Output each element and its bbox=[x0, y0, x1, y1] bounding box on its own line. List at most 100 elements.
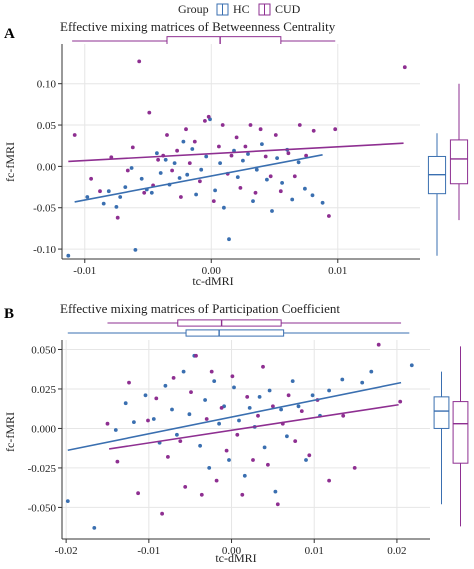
point-hc bbox=[199, 167, 204, 172]
point-cud bbox=[115, 215, 120, 220]
point-cud bbox=[89, 176, 93, 181]
point-cud bbox=[376, 342, 381, 347]
panel-b-y-ticks: -0.050 -0.025 0.000 0.025 0.050 bbox=[28, 344, 62, 514]
point-hc bbox=[123, 401, 128, 406]
point-cud bbox=[179, 195, 183, 199]
point-cud bbox=[194, 353, 198, 358]
point-hc bbox=[151, 417, 156, 421]
point-cud bbox=[304, 153, 308, 158]
x-tick-label: 0.00 bbox=[222, 545, 242, 557]
point-hc bbox=[212, 379, 217, 383]
point-cud bbox=[311, 128, 316, 133]
point-cud bbox=[278, 189, 283, 194]
x-tick-label: 0.00 bbox=[202, 265, 222, 277]
point-cud bbox=[248, 123, 253, 127]
x-tick-label: -0.02 bbox=[55, 545, 78, 557]
point-hc bbox=[118, 195, 123, 199]
point-cud bbox=[203, 119, 207, 123]
point-hc bbox=[222, 205, 226, 210]
x-tick-label: -0.01 bbox=[137, 545, 160, 557]
point-hc bbox=[279, 407, 283, 412]
point-hc bbox=[155, 151, 159, 156]
point-cud bbox=[230, 374, 235, 379]
x-tick-label: 0.02 bbox=[387, 545, 406, 557]
point-hc bbox=[187, 412, 192, 417]
point-cud bbox=[402, 65, 407, 70]
point-hc bbox=[177, 176, 182, 180]
y-tick-label: 0.050 bbox=[31, 344, 56, 356]
y-tick-label: 0.05 bbox=[37, 120, 57, 132]
point-hc bbox=[181, 139, 186, 144]
point-hc bbox=[207, 466, 212, 470]
panel-a: A Effective mixing matrices of Betweenne… bbox=[3, 19, 469, 288]
panel-a-y-label: fc-fMRI bbox=[3, 142, 17, 182]
point-cud bbox=[130, 145, 135, 150]
point-hc bbox=[280, 181, 284, 185]
point-cud bbox=[238, 186, 243, 190]
point-cud bbox=[154, 396, 159, 401]
point-hc bbox=[267, 388, 272, 393]
y-tick-label: -0.10 bbox=[33, 244, 56, 256]
point-cud bbox=[146, 418, 150, 423]
point-hc bbox=[158, 171, 163, 175]
point-cud bbox=[398, 399, 403, 404]
point-hc bbox=[218, 161, 223, 166]
point-hc bbox=[262, 445, 267, 450]
point-hc bbox=[194, 192, 199, 197]
point-cud bbox=[341, 413, 346, 418]
point-cud bbox=[261, 364, 265, 369]
point-cud bbox=[127, 380, 131, 385]
point-cud bbox=[72, 133, 77, 137]
point-cud bbox=[136, 491, 141, 496]
point-cud bbox=[217, 144, 221, 149]
point-cud bbox=[187, 161, 192, 166]
trend-line-cud bbox=[68, 142, 404, 163]
point-hc bbox=[235, 175, 240, 180]
point-cud bbox=[327, 478, 331, 483]
point-cud bbox=[286, 151, 291, 156]
point-cud bbox=[219, 406, 224, 410]
point-hc bbox=[85, 195, 90, 199]
point-hc bbox=[203, 398, 208, 402]
point-hc bbox=[310, 193, 315, 198]
point-cud bbox=[258, 127, 263, 132]
trend-line-cud bbox=[109, 403, 399, 450]
point-cud bbox=[220, 123, 225, 127]
point-cud bbox=[286, 393, 291, 398]
point-hc bbox=[290, 197, 295, 202]
x-tick-label: 0.01 bbox=[305, 545, 324, 557]
point-cud bbox=[189, 390, 193, 394]
point-cud bbox=[266, 462, 270, 467]
x-tick-label: 0.01 bbox=[328, 265, 347, 277]
point-cud bbox=[199, 492, 204, 497]
panel-b-plot-area bbox=[61, 340, 430, 540]
legend-label-hc: HC bbox=[233, 2, 250, 16]
point-hc bbox=[190, 147, 195, 151]
point-hc bbox=[369, 369, 374, 374]
point-cud bbox=[245, 395, 250, 399]
legend-label-cud: CUD bbox=[275, 2, 301, 16]
point-cud bbox=[256, 413, 260, 418]
point-cud bbox=[327, 214, 331, 218]
point-hc bbox=[217, 421, 222, 426]
point-cud bbox=[142, 190, 147, 195]
panel-a-x-ticks: -0.01 0.00 0.01 bbox=[73, 259, 347, 277]
point-cud bbox=[137, 59, 142, 64]
point-hc bbox=[172, 161, 177, 166]
point-hc bbox=[227, 237, 231, 242]
point-cud bbox=[214, 478, 219, 483]
point-cud bbox=[299, 409, 304, 413]
y-tick-label: 0.000 bbox=[31, 423, 56, 435]
point-hc bbox=[251, 199, 255, 204]
point-cud bbox=[160, 511, 165, 516]
point-cud bbox=[240, 492, 245, 497]
y-tick-label: -0.05 bbox=[33, 203, 56, 215]
side-box-cud bbox=[452, 401, 469, 464]
point-hc bbox=[65, 499, 70, 503]
point-cud bbox=[171, 376, 176, 380]
point-cud bbox=[170, 168, 175, 173]
point-hc bbox=[106, 189, 111, 194]
point-hc bbox=[275, 156, 279, 161]
point-hc bbox=[304, 458, 308, 462]
